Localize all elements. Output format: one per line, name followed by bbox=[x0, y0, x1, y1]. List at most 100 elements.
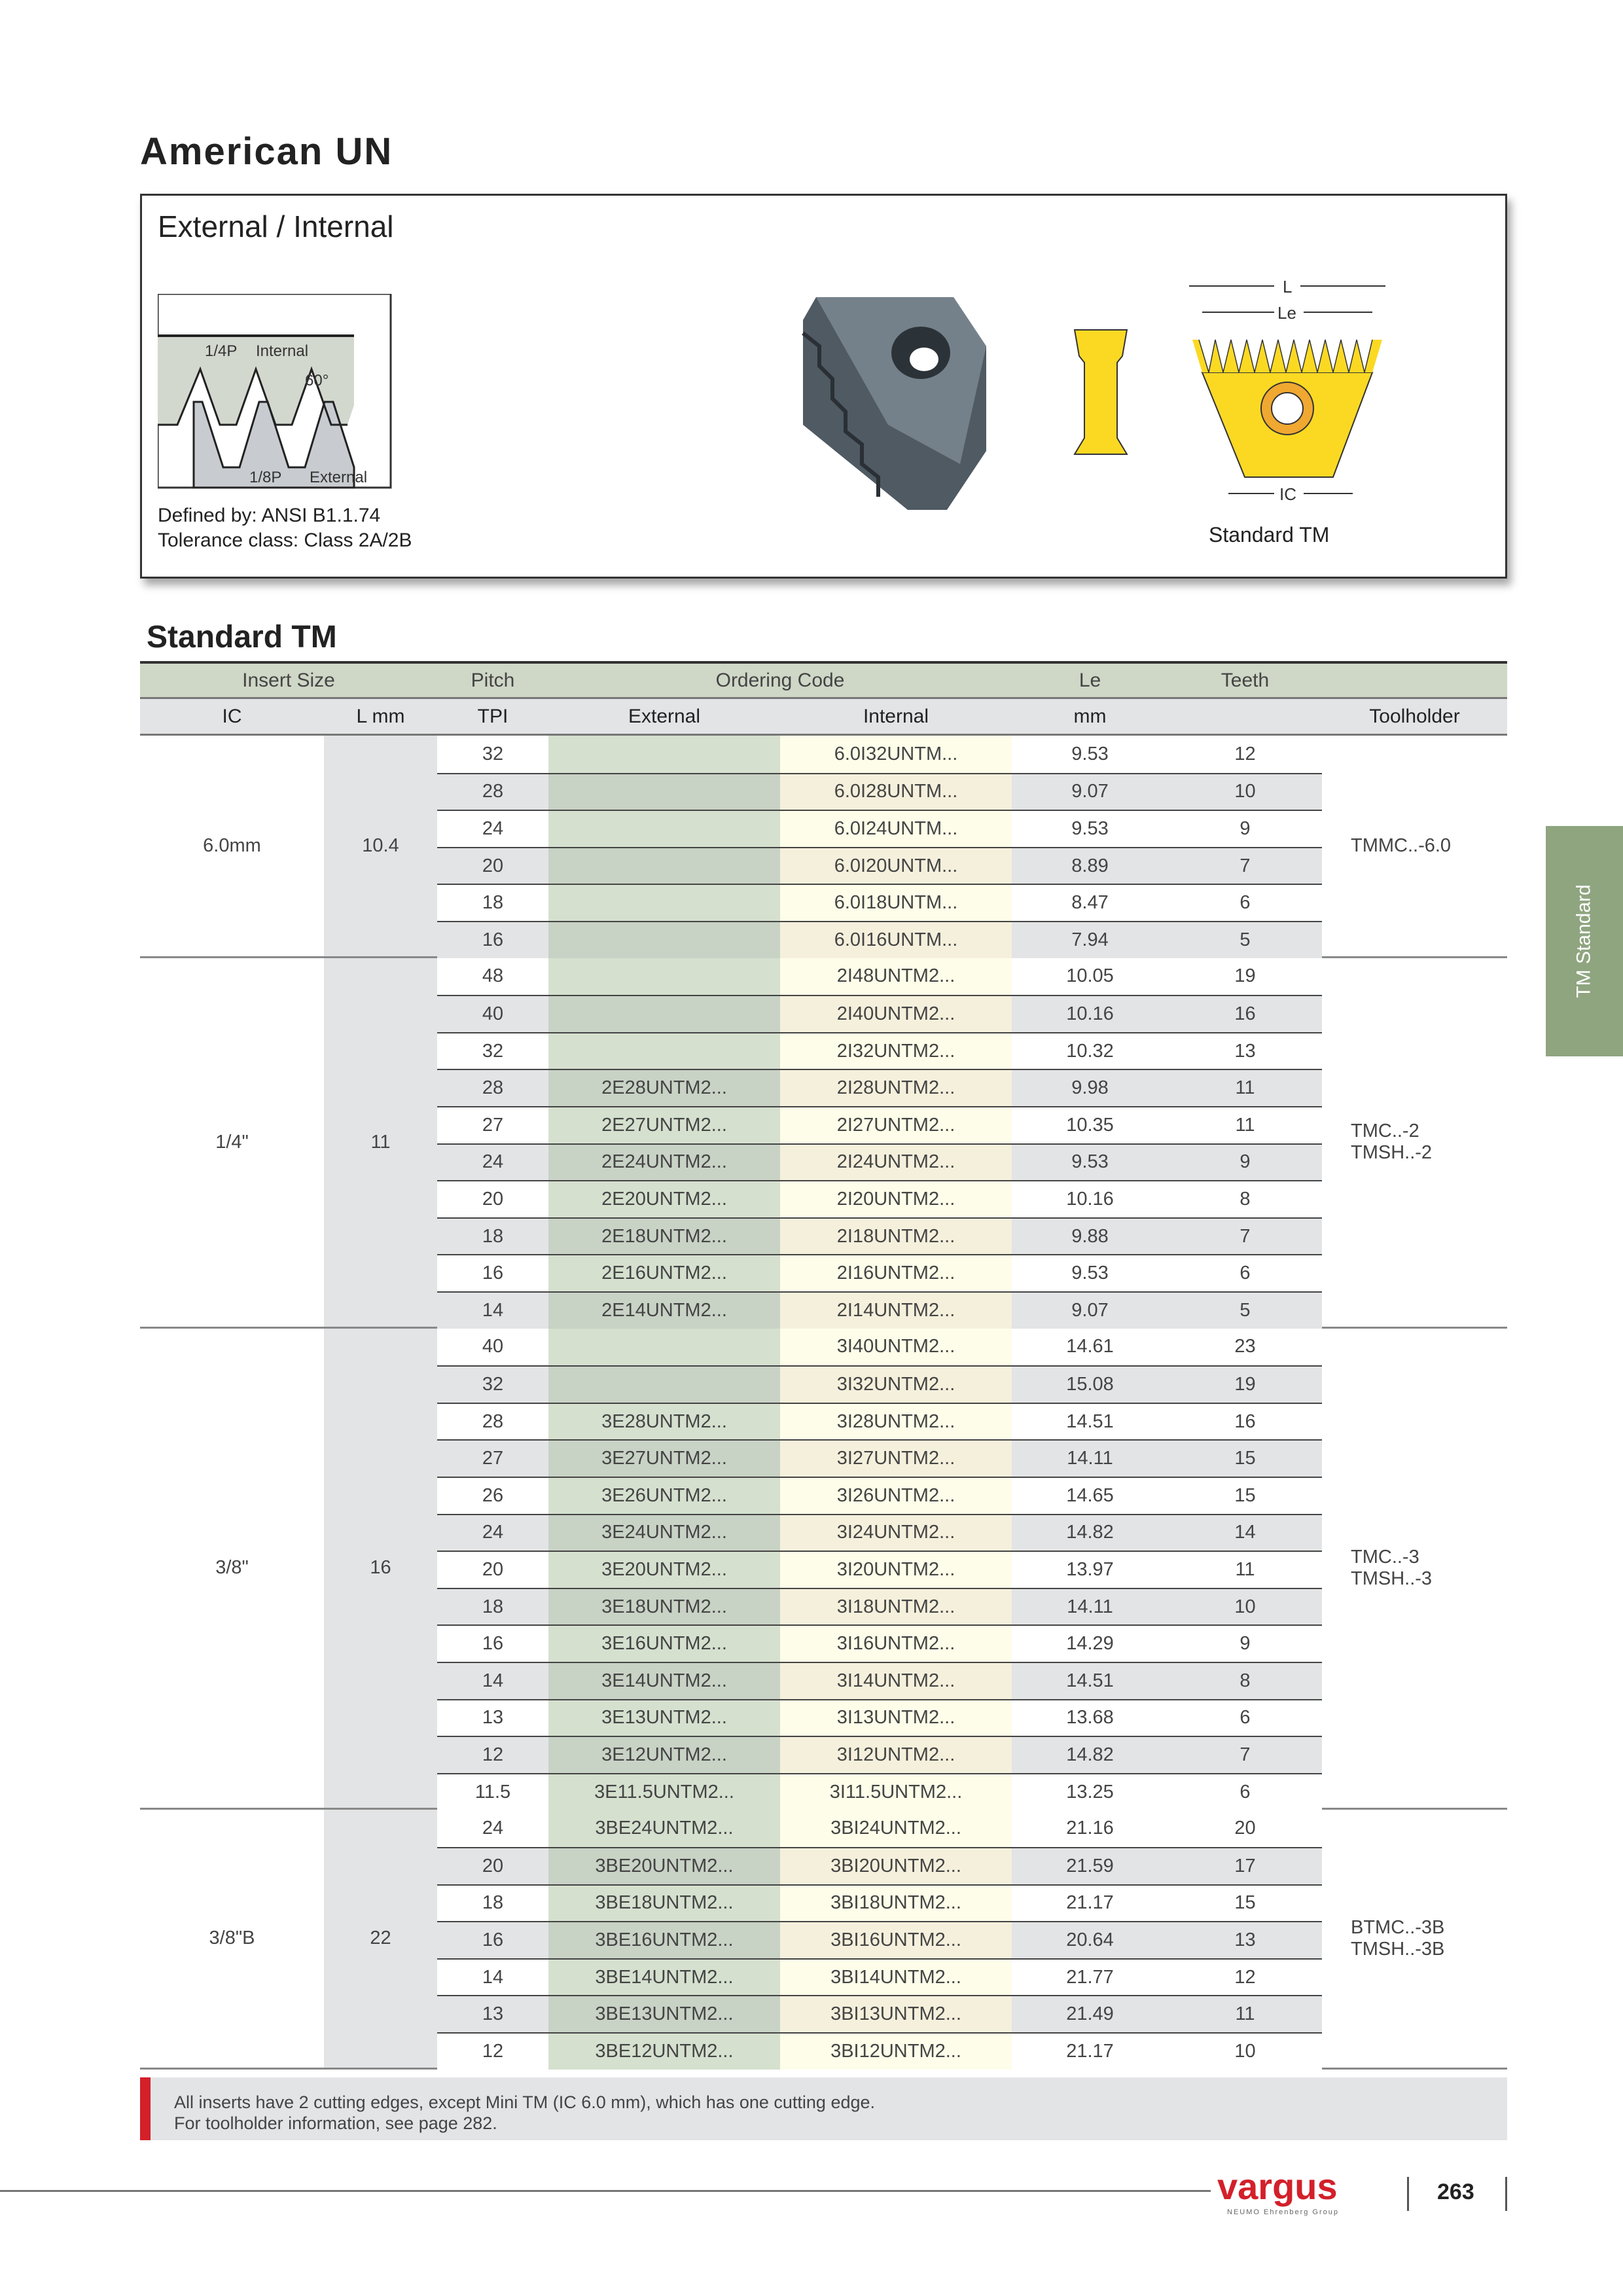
int-cell: 2I16UNTM2... bbox=[780, 1254, 1012, 1291]
teeth-cell: 6 bbox=[1168, 1254, 1322, 1291]
int-cell: 6.0I32UNTM... bbox=[780, 736, 1012, 773]
int-cell: 3I27UNTM2... bbox=[780, 1439, 1012, 1477]
toolholder-name: TMSH..-2 bbox=[1351, 1142, 1433, 1164]
tpi-cell: 40 bbox=[437, 1328, 548, 1366]
table-row: 28 3E28UNTM2... 3I28UNTM2... 14.51 16 bbox=[140, 1402, 1322, 1440]
int-cell: 2I32UNTM2... bbox=[780, 1031, 1012, 1069]
teeth-cell: 16 bbox=[1168, 1402, 1322, 1440]
table-row: 16 6.0I16UNTM... 7.94 5 bbox=[140, 921, 1322, 958]
teeth-cell: 6 bbox=[1168, 1698, 1322, 1736]
ext-cell: 2E28UNTM2... bbox=[548, 1069, 780, 1106]
int-cell: 3I13UNTM2... bbox=[780, 1698, 1012, 1736]
teeth-cell: 12 bbox=[1168, 736, 1322, 773]
ic-cell: 6.0mm bbox=[203, 834, 261, 856]
header-le-unit: mm bbox=[1073, 705, 1107, 727]
tpi-cell: 14 bbox=[437, 1958, 548, 1996]
dim-Le: Le bbox=[1277, 303, 1296, 323]
tpi-cell: 26 bbox=[437, 1476, 548, 1514]
le-cell: 14.82 bbox=[1012, 1736, 1168, 1773]
le-cell: 9.88 bbox=[1012, 1217, 1168, 1255]
tpi-cell: 28 bbox=[437, 1069, 548, 1106]
table-group: 3/8" 16 TMC..-3 TMSH..-3 40 3I40UNTM2... 14.61… bbox=[140, 1328, 1507, 1810]
int-cell: 3I18UNTM2... bbox=[780, 1587, 1012, 1625]
int-cell: 3BI20UNTM2... bbox=[780, 1846, 1012, 1884]
toolholder-cell: TMC..-2 TMSH..-2 bbox=[1322, 958, 1507, 1327]
teeth-cell: 9 bbox=[1168, 810, 1322, 847]
le-cell: 13.68 bbox=[1012, 1698, 1168, 1736]
table-row: 16 2E16UNTM2... 2I16UNTM2... 9.53 6 bbox=[140, 1254, 1322, 1291]
tpi-cell: 16 bbox=[437, 921, 548, 958]
l-cell: 22 bbox=[324, 1810, 437, 2068]
int-cell: 6.0I16UNTM... bbox=[780, 921, 1012, 958]
table-row: 40 2I40UNTM2... 10.16 16 bbox=[140, 995, 1322, 1032]
int-cell: 3I24UNTM2... bbox=[780, 1513, 1012, 1551]
toolholder-name: TMMC..-6.0 bbox=[1351, 834, 1452, 856]
table-row: 24 2E24UNTM2... 2I24UNTM2... 9.53 9 bbox=[140, 1143, 1322, 1181]
ext-cell bbox=[548, 1031, 780, 1069]
teeth-cell: 7 bbox=[1168, 1217, 1322, 1255]
table-row: 26 3E26UNTM2... 3I26UNTM2... 14.65 15 bbox=[140, 1476, 1322, 1514]
le-cell: 15.08 bbox=[1012, 1365, 1168, 1403]
table-row: 14 3E14UNTM2... 3I14UNTM2... 14.51 8 bbox=[140, 1661, 1322, 1699]
page-title: American UN bbox=[140, 130, 393, 173]
table-row: 14 3BE14UNTM2... 3BI14UNTM2... 21.77 12 bbox=[140, 1958, 1322, 1996]
teeth-cell: 13 bbox=[1168, 1031, 1322, 1069]
le-cell: 9.53 bbox=[1012, 1254, 1168, 1291]
teeth-cell: 11 bbox=[1168, 1069, 1322, 1106]
table-row: 18 3BE18UNTM2... 3BI18UNTM2... 21.17 15 bbox=[140, 1884, 1322, 1922]
toolholder-name: TMSH..-3B bbox=[1351, 1938, 1445, 1960]
ext-cell: 3E24UNTM2... bbox=[548, 1513, 780, 1551]
insert-caption: Standard TM bbox=[1209, 523, 1330, 547]
teeth-cell: 6 bbox=[1168, 884, 1322, 921]
teeth-cell: 5 bbox=[1168, 921, 1322, 958]
ext-cell: 3E11.5UNTM2... bbox=[548, 1772, 780, 1810]
table-row: 12 3BE12UNTM2... 3BI12UNTM2... 21.17 10 bbox=[140, 2032, 1322, 2070]
table-row: 18 3E18UNTM2... 3I18UNTM2... 14.11 10 bbox=[140, 1587, 1322, 1625]
teeth-cell: 7 bbox=[1168, 846, 1322, 884]
le-cell: 21.17 bbox=[1012, 2032, 1168, 2070]
tpi-cell: 14 bbox=[437, 1291, 548, 1329]
toolholder-name: TMSH..-3 bbox=[1351, 1568, 1433, 1589]
le-cell: 8.89 bbox=[1012, 846, 1168, 884]
table-header-columns: IC L mm TPI External Internal mm Toolhol… bbox=[140, 699, 1507, 736]
footer-rule bbox=[0, 2190, 1211, 2192]
teeth-cell: 15 bbox=[1168, 1476, 1322, 1514]
teeth-cell: 13 bbox=[1168, 1921, 1322, 1958]
le-cell: 9.07 bbox=[1012, 1291, 1168, 1329]
insert-3d-image bbox=[802, 297, 986, 510]
toolholder-cell: BTMC..-3B TMSH..-3B bbox=[1322, 1810, 1507, 2067]
tpi-cell: 20 bbox=[437, 1180, 548, 1217]
tpi-cell: 48 bbox=[437, 958, 548, 996]
teeth-cell: 6 bbox=[1168, 1772, 1322, 1810]
footer-divider bbox=[1505, 2177, 1507, 2211]
spec-table: Insert Size Pitch Ordering Code Le Teeth… bbox=[140, 661, 1507, 2070]
le-cell: 13.25 bbox=[1012, 1772, 1168, 1810]
table-row: 13 3E13UNTM2... 3I13UNTM2... 13.68 6 bbox=[140, 1698, 1322, 1736]
table-row: 16 3BE16UNTM2... 3BI16UNTM2... 20.64 13 bbox=[140, 1921, 1322, 1958]
internal-label: Internal bbox=[256, 342, 308, 360]
tpi-cell: 40 bbox=[437, 995, 548, 1032]
tpi-cell: 20 bbox=[437, 1846, 548, 1884]
header-pitch: Pitch bbox=[471, 669, 515, 691]
ext-cell: 2E16UNTM2... bbox=[548, 1254, 780, 1291]
tpi-cell: 13 bbox=[437, 1698, 548, 1736]
side-tab[interactable]: TM Standard bbox=[1546, 826, 1623, 1056]
defined-by: Defined by: ANSI B1.1.74 bbox=[158, 505, 381, 526]
tpi-cell: 16 bbox=[437, 1921, 548, 1958]
int-cell: 3I28UNTM2... bbox=[780, 1402, 1012, 1440]
tpi-cell: 32 bbox=[437, 1365, 548, 1403]
tpi-cell: 32 bbox=[437, 736, 548, 773]
tpi-cell: 16 bbox=[437, 1624, 548, 1662]
ext-cell: 3E16UNTM2... bbox=[548, 1624, 780, 1662]
int-cell: 6.0I28UNTM... bbox=[780, 772, 1012, 810]
teeth-cell: 20 bbox=[1168, 1810, 1322, 1847]
tpi-cell: 27 bbox=[437, 1439, 548, 1477]
int-cell: 6.0I24UNTM... bbox=[780, 810, 1012, 847]
le-cell: 9.53 bbox=[1012, 1143, 1168, 1181]
tpi-cell: 28 bbox=[437, 772, 548, 810]
teeth-cell: 15 bbox=[1168, 1439, 1322, 1477]
tpi-cell: 18 bbox=[437, 1587, 548, 1625]
table-row: 32 3I32UNTM2... 15.08 19 bbox=[140, 1365, 1322, 1403]
le-cell: 21.16 bbox=[1012, 1810, 1168, 1847]
int-cell: 3BI12UNTM2... bbox=[780, 2032, 1012, 2070]
